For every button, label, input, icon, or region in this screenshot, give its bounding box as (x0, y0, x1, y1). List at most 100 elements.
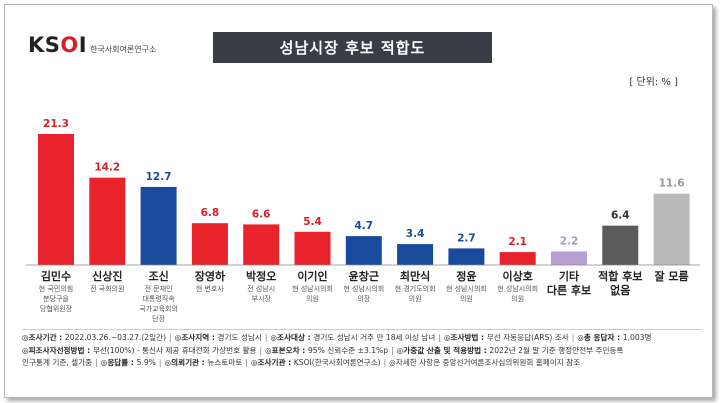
category-label-1: 김민수 (41, 269, 71, 283)
candidate-description-6: 현 성남시의회 (292, 284, 333, 293)
candidate-description-3: 대통령직속 (142, 294, 175, 303)
footer-field-value: ◎자세한 사항은 중앙선거여론조사심의위원회 홈페이지 참조 (389, 358, 581, 367)
category-label-12: 없음 (610, 284, 630, 297)
footer-separator: | (264, 333, 268, 342)
candidate-description-9: 의원 (460, 294, 473, 303)
bar-5 (243, 224, 280, 265)
footer-field-label: ◎조사방법 : (443, 333, 487, 342)
footer-field-label: ◎조사대상 : (270, 333, 314, 342)
candidate-description-7: 의장 (357, 294, 370, 303)
bar-9 (448, 248, 485, 265)
category-label-8: 최만식 (400, 269, 430, 283)
bar-6 (294, 231, 331, 265)
footer-field-value: 무선(100%) - 통신사 제공 휴대전화 가상번호 활용 (92, 345, 257, 355)
candidate-description-3: 국가교육회의 (139, 304, 178, 313)
footer-field-value: 뉴스토마토 (207, 358, 243, 367)
logo-mark: KSOI (28, 33, 88, 57)
category-label-6: 이기인 (297, 269, 327, 283)
footer-field-label: ◎조사기관 : (250, 358, 294, 367)
value-label-1: 21.3 (43, 118, 69, 130)
footer-field-label: ◎총 응답자 : (577, 333, 623, 342)
bar-11 (551, 251, 587, 265)
footer-field-value: 2022.03.26.~03.27.(2일간) (64, 333, 167, 342)
bar-2 (89, 177, 126, 265)
bar-4 (191, 223, 228, 265)
footer-field-value: 무선 자동응답(ARS) 조사 (486, 333, 569, 342)
value-label-8: 3.4 (406, 228, 425, 240)
footer-separator: | (95, 358, 98, 367)
candidate-description-10: 현 성남시의회 (497, 284, 538, 293)
candidate-description-8: 현 경기도의회 (395, 284, 436, 293)
footer-field-label: ◎피조사자선정방법 : (22, 345, 93, 355)
candidate-description-1: 분당구을 (43, 294, 69, 303)
candidate-description-10: 의원 (511, 294, 524, 303)
footer-field-value: 인구통계 기준, 셀가중 (22, 358, 93, 367)
category-label-3: 조신 (148, 269, 168, 283)
footer-line-2: ◎피조사자선정방법 : 무선(100%) - 통신사 제공 휴대전화 가상번호 … (22, 345, 702, 358)
value-label-9: 2.7 (457, 232, 476, 244)
footer-field-label: ◎가중값 산출 및 적용방법 : (396, 345, 490, 355)
footer-field-label: ◎조사지역 : (174, 333, 218, 342)
footer-separator: | (391, 345, 394, 355)
value-label-10: 2.1 (508, 236, 527, 248)
value-label-13: 11.6 (659, 178, 685, 190)
category-label-10: 이상호 (503, 269, 533, 283)
category-label-11: 다른 후보 (547, 283, 591, 297)
footer-field-value: 1,003명 (622, 333, 652, 342)
value-label-2: 14.2 (94, 162, 120, 174)
footer-field-value: 95% 신뢰수준 ±3.1%p (307, 345, 389, 355)
bar-1 (38, 134, 74, 265)
value-label-3: 12.7 (146, 171, 172, 183)
bar-12 (602, 225, 639, 265)
candidate-description-7: 현 성남시의회 (343, 284, 384, 293)
bar-13 (653, 193, 690, 265)
candidate-description-3: 단장 (152, 314, 165, 323)
candidate-description-4: 현 변호사 (196, 284, 225, 293)
value-label-5: 6.6 (252, 208, 271, 220)
footer-field-label: ◎표본오차 : (265, 345, 308, 355)
candidate-description-1: 현 국민의힘 (39, 284, 73, 293)
footer-field-value: 5.9% (136, 358, 156, 367)
category-label-13: 잘 모름 (654, 270, 688, 283)
value-label-12: 6.4 (611, 210, 630, 222)
footer-field-value: 경기도 성남시 (217, 333, 262, 342)
category-label-12: 적합 후보 (598, 269, 642, 283)
value-label-4: 6.8 (201, 207, 220, 219)
footer-separator: | (158, 358, 162, 367)
ksoi-logo: KSOI 한국사회여론연구소 (28, 33, 156, 57)
footer-divider (22, 329, 702, 330)
footer-field-value: 경기도 성남시 거주 만 18세 이상 남녀 (313, 333, 436, 342)
value-label-6: 5.4 (303, 216, 322, 228)
footer-separator: | (571, 333, 575, 342)
chart-title: 성남시장 후보 적합도 (213, 32, 492, 63)
value-label-11: 2.2 (560, 235, 579, 247)
candidate-description-9: 현 성남시의회 (446, 284, 487, 293)
footer-separator: | (383, 358, 387, 367)
candidate-description-5: 전 성남시 (247, 284, 275, 293)
category-label-2: 신상진 (92, 269, 122, 283)
footer-separator: | (259, 345, 263, 355)
logo-subtitle: 한국사회여론연구소 (90, 45, 157, 54)
bar-10 (499, 252, 536, 265)
footer-separator: | (438, 333, 441, 342)
candidate-description-5: 부시장 (252, 294, 272, 303)
footer-field-value: KSOI(한국사회여론연구소) (293, 358, 381, 367)
candidate-description-3: 전 문재인 (145, 284, 173, 293)
category-label-5: 박정오 (246, 269, 276, 283)
footer-line-1: ◎조사기간 : 2022.03.26.~03.27.(2일간) | ◎조사지역 : … (22, 332, 702, 345)
footer-field-label: ◎조사기간 : (22, 333, 65, 342)
value-label-7: 4.7 (354, 220, 373, 232)
category-label-9: 정윤 (456, 269, 476, 283)
candidate-description-8: 의원 (409, 294, 422, 303)
candidate-description-2: 전 국회의원 (90, 284, 124, 293)
unit-label: [ 단위: % ] (629, 77, 678, 88)
candidate-description-6: 의원 (306, 294, 319, 303)
category-label-7: 윤창근 (349, 269, 379, 283)
candidate-description-1: 당협위원장 (40, 304, 73, 313)
footer-separator: | (169, 333, 172, 342)
category-label-4: 장영하 (195, 269, 226, 283)
footer-line-3: 인구통계 기준, 셀가중 | ◎응답률 : 5.9% | ◎의뢰기관 : 뉴스토마토 | ◎… (22, 357, 702, 370)
category-label-11: 기타 (559, 269, 580, 283)
bar-7 (345, 236, 382, 265)
